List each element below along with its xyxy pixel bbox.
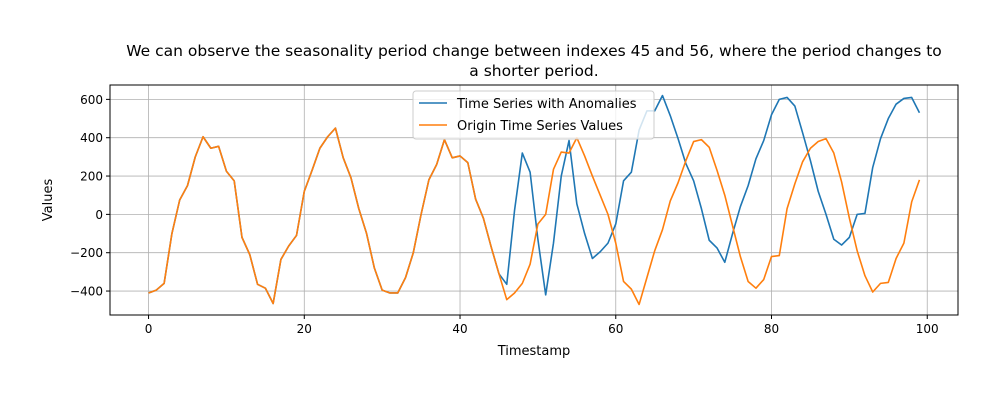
series-line-origin [148, 127, 921, 306]
legend: Time Series with Anomalies Origin Time S… [412, 90, 655, 140]
chart-title-line-1: We can observe the seasonality period ch… [126, 42, 942, 60]
y-tick-label: 600 [80, 93, 103, 107]
grid [110, 85, 958, 315]
x-tick-label: 0 [145, 322, 153, 336]
y-tick-label: −200 [70, 246, 103, 260]
y-tick-label: −400 [70, 285, 103, 299]
x-tick-label: 20 [297, 322, 312, 336]
legend-box [412, 90, 655, 140]
x-tick-label: 40 [452, 322, 467, 336]
x-tick-label: 80 [764, 322, 779, 336]
x-tick-label: 100 [916, 322, 939, 336]
x-axis-label: Timestamp [497, 344, 571, 359]
axis-ticks: 0 20 40 60 80 100 −400 −200 0 200 400 600 [70, 93, 939, 336]
x-tick-label: 60 [608, 322, 623, 336]
y-axis-label: Values [41, 179, 56, 222]
y-tick-label: 0 [95, 208, 103, 222]
chart-title-line-2: a shorter period. [469, 62, 598, 80]
series-lines [148, 94, 921, 306]
plot-area-frame [109, 84, 959, 316]
y-tick-label: 200 [80, 170, 103, 184]
y-tick-label: 400 [80, 131, 103, 145]
legend-label-anomalies: Time Series with Anomalies [456, 97, 637, 112]
legend-label-origin: Origin Time Series Values [457, 119, 623, 134]
